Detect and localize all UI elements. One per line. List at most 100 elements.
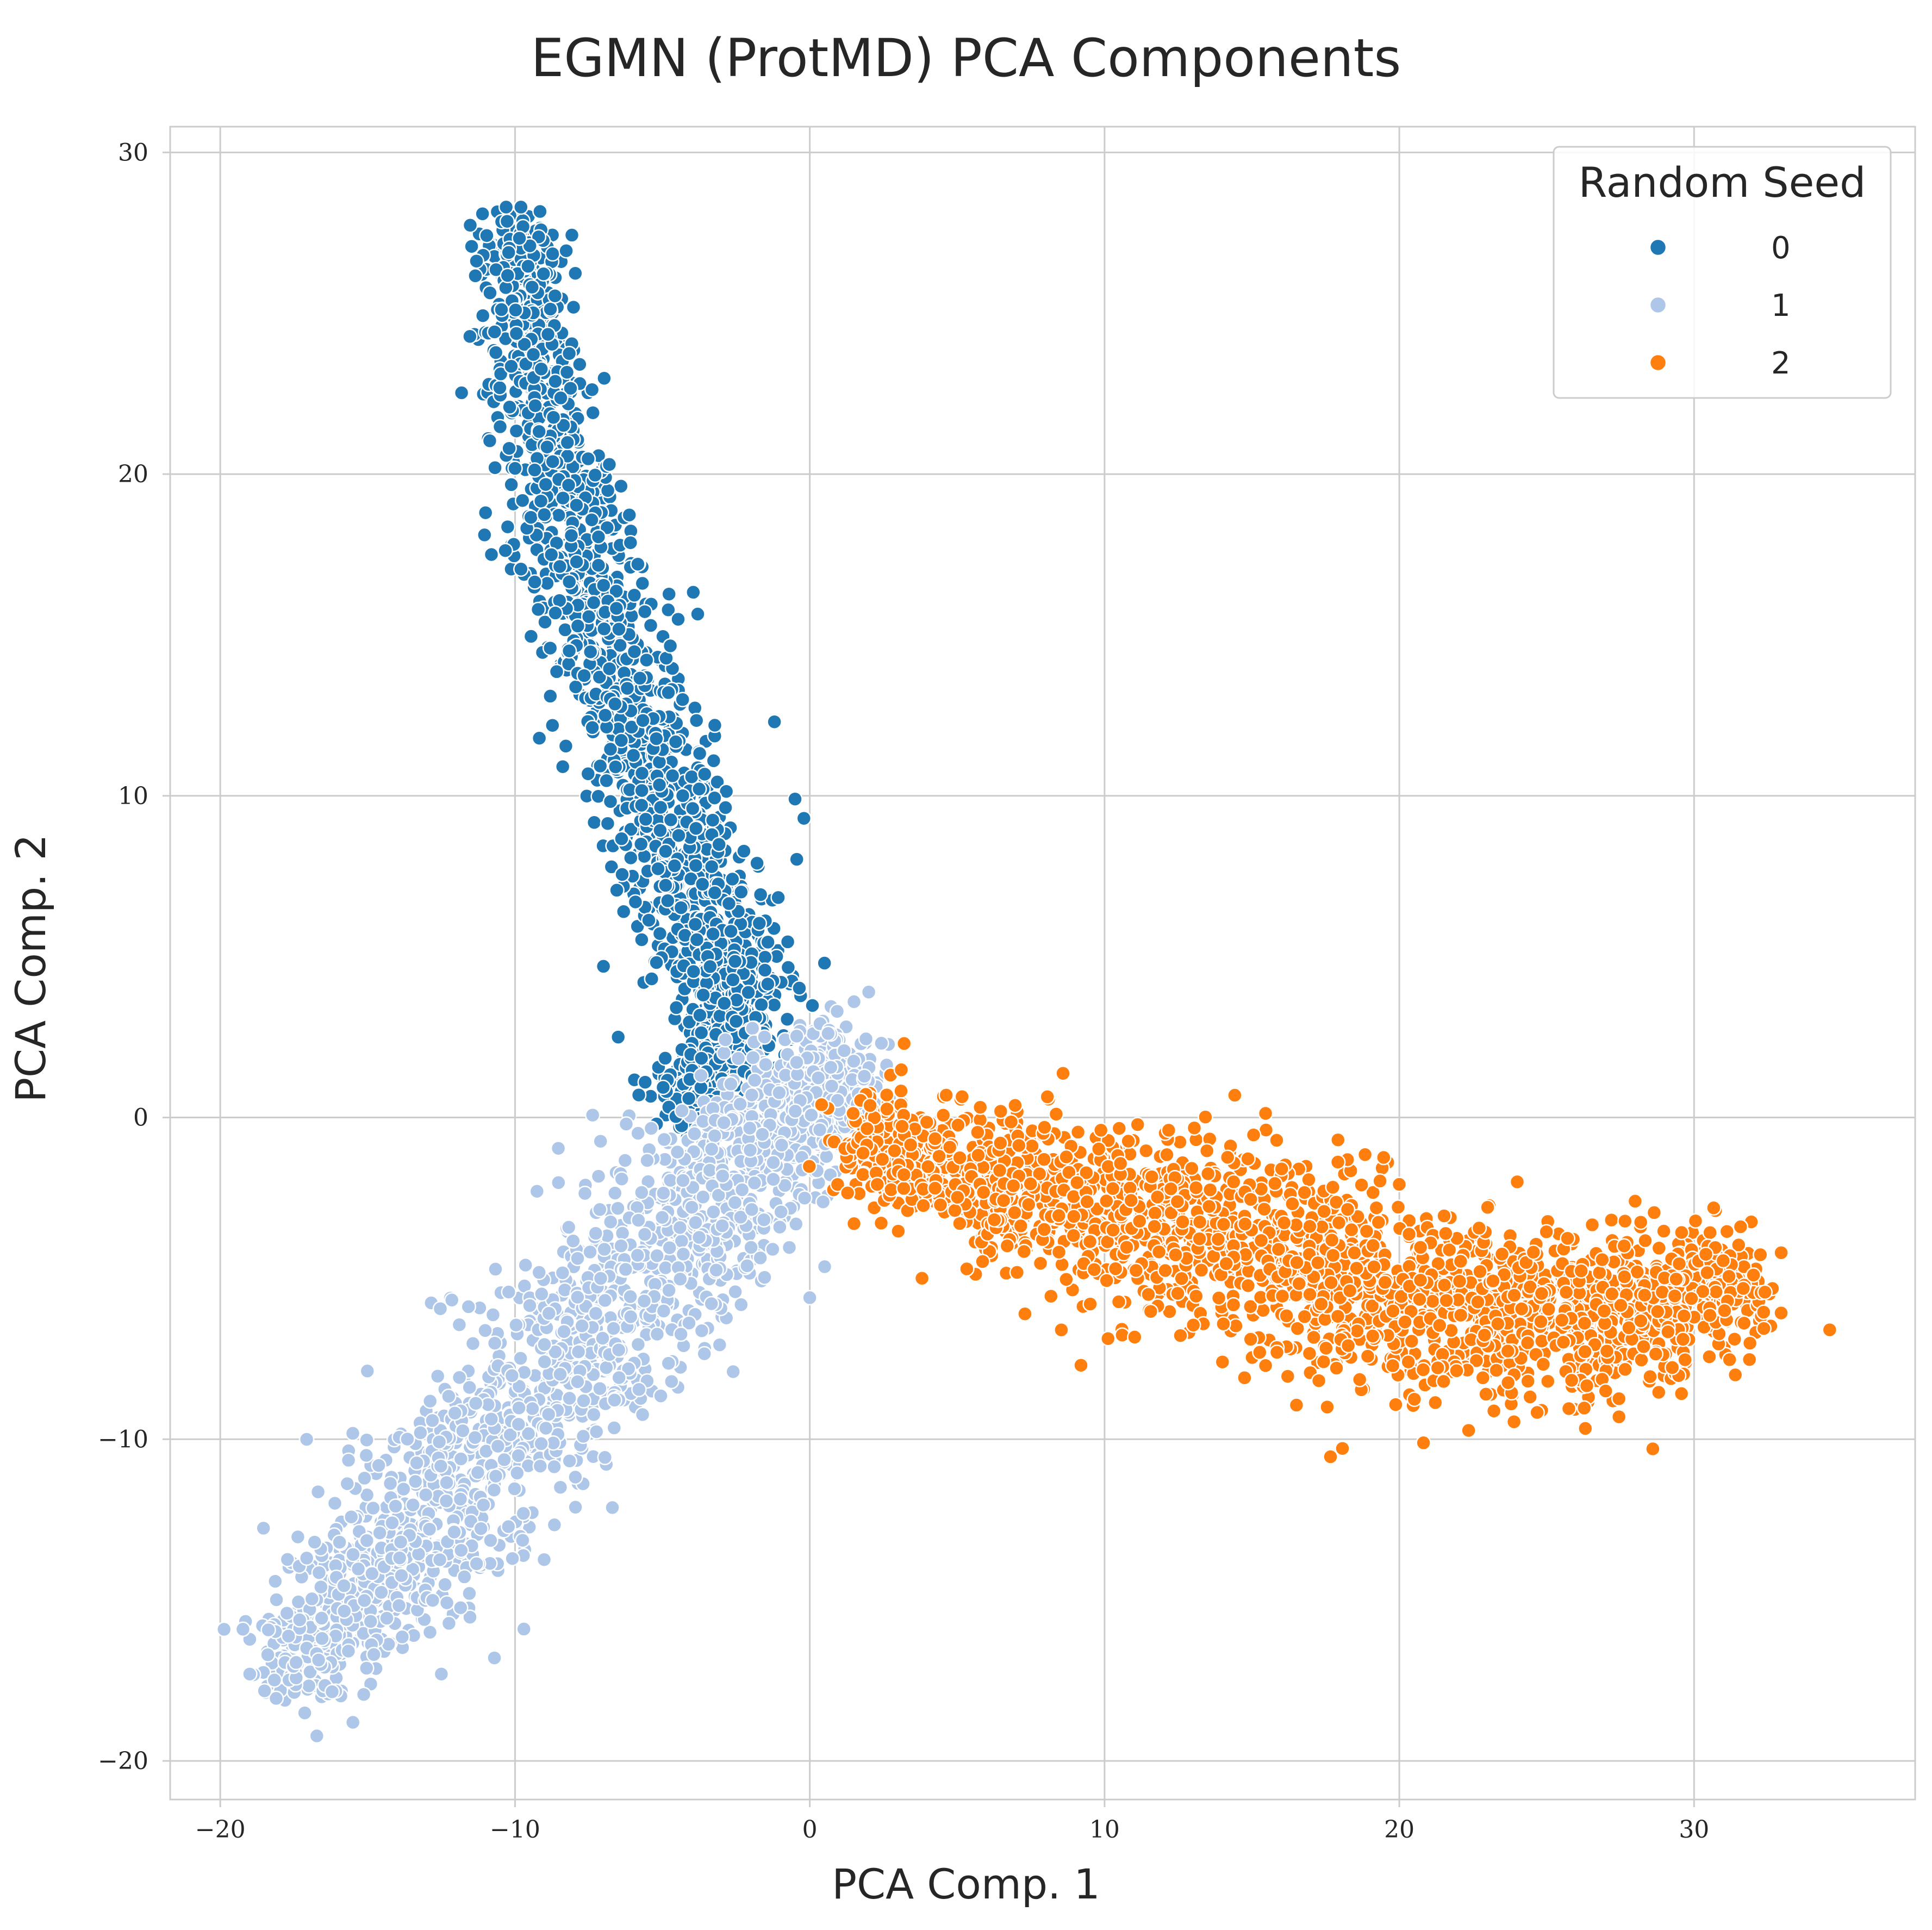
scatter-point (632, 670, 648, 686)
scatter-point (340, 1643, 357, 1659)
scatter-point (343, 1509, 359, 1525)
scatter-point (602, 1214, 619, 1230)
scatter-point (649, 1326, 665, 1342)
scatter-point (725, 972, 741, 988)
scatter-point (725, 1364, 741, 1380)
scatter-point (604, 1499, 620, 1516)
scatter-point (760, 934, 776, 950)
scatter-point (651, 777, 668, 793)
scatter-point (556, 1324, 572, 1340)
scatter-point (670, 611, 686, 627)
scatter-point (757, 962, 773, 978)
scatter-point (487, 1650, 502, 1666)
scatter-point (725, 871, 740, 887)
scatter-point (438, 1493, 454, 1509)
scatter-point (688, 712, 705, 729)
scatter-point (486, 1482, 502, 1498)
scatter-point (643, 1120, 659, 1136)
scatter-point (1058, 1272, 1074, 1287)
scatter-point (634, 765, 650, 781)
scatter-point (692, 1007, 708, 1023)
scatter-point (476, 1497, 491, 1513)
scatter-point (570, 1344, 587, 1360)
scatter-point (626, 644, 643, 659)
scatter-point (497, 543, 513, 558)
scatter-point (392, 1534, 409, 1550)
scatter-point (718, 800, 733, 815)
scatter-point (625, 748, 641, 763)
scatter-point (1773, 1244, 1789, 1261)
scatter-point (668, 734, 684, 750)
scatter-point (691, 745, 708, 762)
scatter-point (516, 1621, 532, 1637)
scatter-point (606, 1321, 621, 1336)
scatter-point (792, 980, 807, 996)
scatter-point (453, 1542, 469, 1558)
scatter-point (890, 1223, 906, 1239)
scatter-point (572, 356, 588, 372)
scatter-point (1584, 1217, 1600, 1233)
scatter-point (1486, 1403, 1502, 1419)
scatter-point (705, 926, 721, 942)
scatter-point (707, 885, 723, 901)
scatter-point (483, 1533, 498, 1548)
scatter-point (576, 668, 592, 683)
scatter-point (673, 1326, 689, 1342)
scatter-point (716, 1045, 732, 1061)
scatter-point (733, 1297, 749, 1313)
scatter-point (371, 1458, 387, 1473)
scatter-point (675, 1246, 691, 1262)
scatter-point (372, 1525, 388, 1541)
scatter-point (693, 1068, 709, 1084)
scatter-point (553, 390, 569, 406)
scatter-point (542, 640, 558, 656)
scatter-point (614, 1171, 630, 1187)
scatter-point (363, 1614, 379, 1629)
scatter-point (609, 882, 625, 898)
scatter-point (607, 1392, 622, 1408)
scatter-point (462, 328, 478, 345)
scatter-point (661, 586, 677, 602)
y-tick-label: 20 (118, 460, 148, 488)
scatter-point (502, 399, 518, 415)
scatter-point (684, 1199, 700, 1215)
scatter-point (672, 1219, 688, 1236)
scatter-point (531, 1265, 547, 1280)
scatter-point (621, 507, 637, 523)
scatter-point (441, 1615, 457, 1632)
scatter-point (255, 1520, 271, 1536)
scatter-point (561, 574, 577, 590)
scatter-point (510, 1448, 526, 1464)
scatter-point (959, 1261, 975, 1277)
scatter-point (634, 782, 650, 799)
scatter-point (796, 1190, 813, 1206)
scatter-point (267, 1573, 283, 1589)
scatter-point (745, 1050, 761, 1066)
scatter-point (565, 1233, 581, 1249)
scatter-point (1032, 1255, 1049, 1271)
scatter-point (630, 1247, 646, 1263)
scatter-point (1288, 1397, 1305, 1413)
scatter-point (685, 963, 702, 980)
scatter-point (358, 1447, 375, 1464)
scatter-point (336, 1603, 352, 1619)
scatter-point (235, 1621, 251, 1638)
scatter-point (613, 732, 630, 749)
scatter-point (546, 1517, 563, 1533)
scatter-point (558, 242, 574, 259)
scatter-point (558, 738, 574, 754)
scatter-point (708, 1262, 724, 1278)
scatter-point (585, 404, 601, 421)
scatter-point (590, 529, 607, 545)
scatter-point (555, 490, 571, 506)
scatter-point (562, 1390, 577, 1406)
scatter-point (336, 1578, 352, 1594)
scatter-point (652, 925, 668, 942)
scatter-point (649, 955, 664, 970)
scatter-point (345, 1547, 361, 1562)
scatter-point (560, 477, 577, 493)
scatter-point (873, 1215, 889, 1231)
scatter-point (684, 800, 701, 817)
scatter-point (773, 1204, 789, 1220)
scatter-point (1540, 1373, 1556, 1389)
